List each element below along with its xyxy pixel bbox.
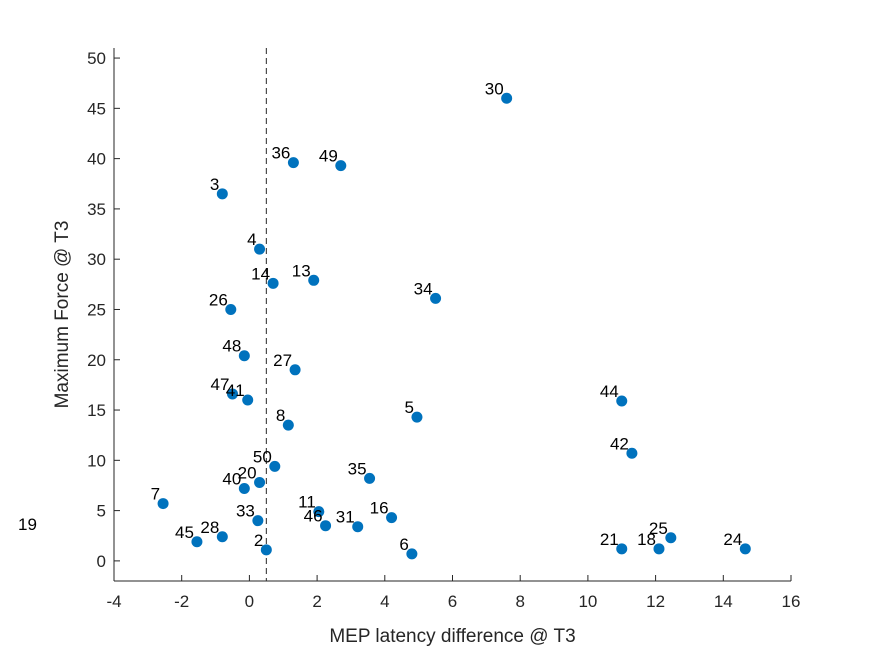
data-point [191, 536, 203, 548]
x-tick-label: 6 [448, 592, 457, 611]
data-point [626, 447, 638, 459]
x-tick-label: 8 [515, 592, 524, 611]
data-point-label: 8 [276, 406, 285, 425]
data-point-label: 49 [319, 147, 338, 166]
data-point-label: 7 [151, 485, 160, 504]
y-tick-label: 50 [87, 49, 106, 68]
data-point-label: 3 [210, 175, 219, 194]
data-point [267, 277, 279, 289]
data-point [352, 521, 364, 533]
data-point-label: 18 [637, 530, 656, 549]
x-tick-label: -4 [106, 592, 121, 611]
y-tick-label: 25 [87, 300, 106, 319]
data-point-label: 36 [271, 144, 290, 163]
data-point [430, 292, 442, 304]
data-point [313, 506, 325, 518]
data-point-label: 27 [273, 351, 292, 370]
data-point [289, 364, 301, 376]
y-axis-title: Maximum Force @ T3 [52, 221, 73, 409]
data-point [269, 460, 281, 472]
data-point-label: 11 [298, 493, 316, 512]
data-point [616, 395, 628, 407]
data-point-label: 41 [226, 381, 245, 400]
data-point-label: 44 [600, 382, 619, 401]
data-point [254, 476, 266, 488]
data-point [364, 472, 376, 484]
data-point [238, 350, 250, 362]
stray-point-label: 19 [18, 515, 37, 534]
data-point [225, 303, 237, 315]
data-point-label: 2 [254, 531, 263, 550]
data-point [406, 548, 418, 560]
x-tick-label: -2 [174, 592, 189, 611]
data-point [287, 157, 299, 169]
x-tick-label: 14 [714, 592, 733, 611]
data-point [226, 388, 238, 400]
y-tick-label: 15 [87, 401, 106, 420]
data-point [386, 512, 398, 524]
x-tick-label: 12 [646, 592, 665, 611]
data-point-label: 14 [251, 264, 270, 283]
data-point-label: 28 [200, 518, 219, 537]
y-tick-label: 10 [87, 451, 106, 470]
y-tick-label: 35 [87, 200, 106, 219]
data-point [252, 515, 264, 527]
y-tick-label: 0 [97, 552, 106, 571]
x-axis-title: MEP latency difference @ T3 [329, 626, 575, 647]
data-point-label: 50 [253, 447, 272, 466]
x-tick-label: 2 [312, 592, 321, 611]
y-tick-label: 5 [97, 502, 106, 521]
data-point-label: 48 [222, 337, 241, 356]
x-tick-label: 4 [380, 592, 389, 611]
data-point-label: 26 [209, 290, 228, 309]
data-point-label: 33 [236, 502, 255, 521]
data-point-label: 35 [348, 459, 367, 478]
data-points [157, 92, 751, 560]
data-point-label: 30 [485, 79, 504, 98]
y-tick-label: 30 [87, 250, 106, 269]
data-point-label: 21 [600, 530, 619, 549]
data-point-label: 46 [304, 507, 323, 526]
data-point-label: 16 [370, 499, 389, 518]
data-point-label: 42 [610, 434, 629, 453]
data-point-label: 47 [211, 375, 230, 394]
data-point-label: 6 [399, 535, 408, 554]
data-point [320, 520, 332, 532]
data-point [653, 543, 665, 555]
data-point-label: 31 [336, 508, 355, 527]
data-point-label: 5 [404, 398, 413, 417]
x-tick-label: 0 [245, 592, 254, 611]
data-point [335, 160, 347, 172]
data-point-label: 45 [175, 523, 194, 542]
data-point-label: 24 [723, 530, 742, 549]
data-point-label: 20 [238, 463, 257, 482]
data-point-label: 40 [222, 469, 241, 488]
data-point [739, 543, 751, 555]
data-point [216, 531, 228, 543]
data-point [260, 544, 272, 556]
data-point [501, 92, 513, 104]
data-point [308, 274, 320, 286]
data-point [254, 243, 266, 255]
data-point [411, 411, 423, 423]
y-tick-label: 45 [87, 99, 106, 118]
data-point-label: 13 [292, 261, 311, 280]
data-point [665, 532, 677, 544]
y-tick-label: 20 [87, 351, 106, 370]
data-point-label: 4 [247, 230, 256, 249]
data-point [157, 498, 169, 510]
x-tick-label: 16 [782, 592, 801, 611]
data-point [242, 394, 254, 406]
data-point-label: 25 [649, 519, 668, 538]
data-point [216, 188, 228, 200]
y-tick-label: 40 [87, 150, 106, 169]
x-tick-label: 10 [578, 592, 597, 611]
data-point [616, 543, 628, 555]
data-point [238, 482, 250, 494]
data-point [282, 419, 294, 431]
data-point-label: 34 [414, 279, 433, 298]
